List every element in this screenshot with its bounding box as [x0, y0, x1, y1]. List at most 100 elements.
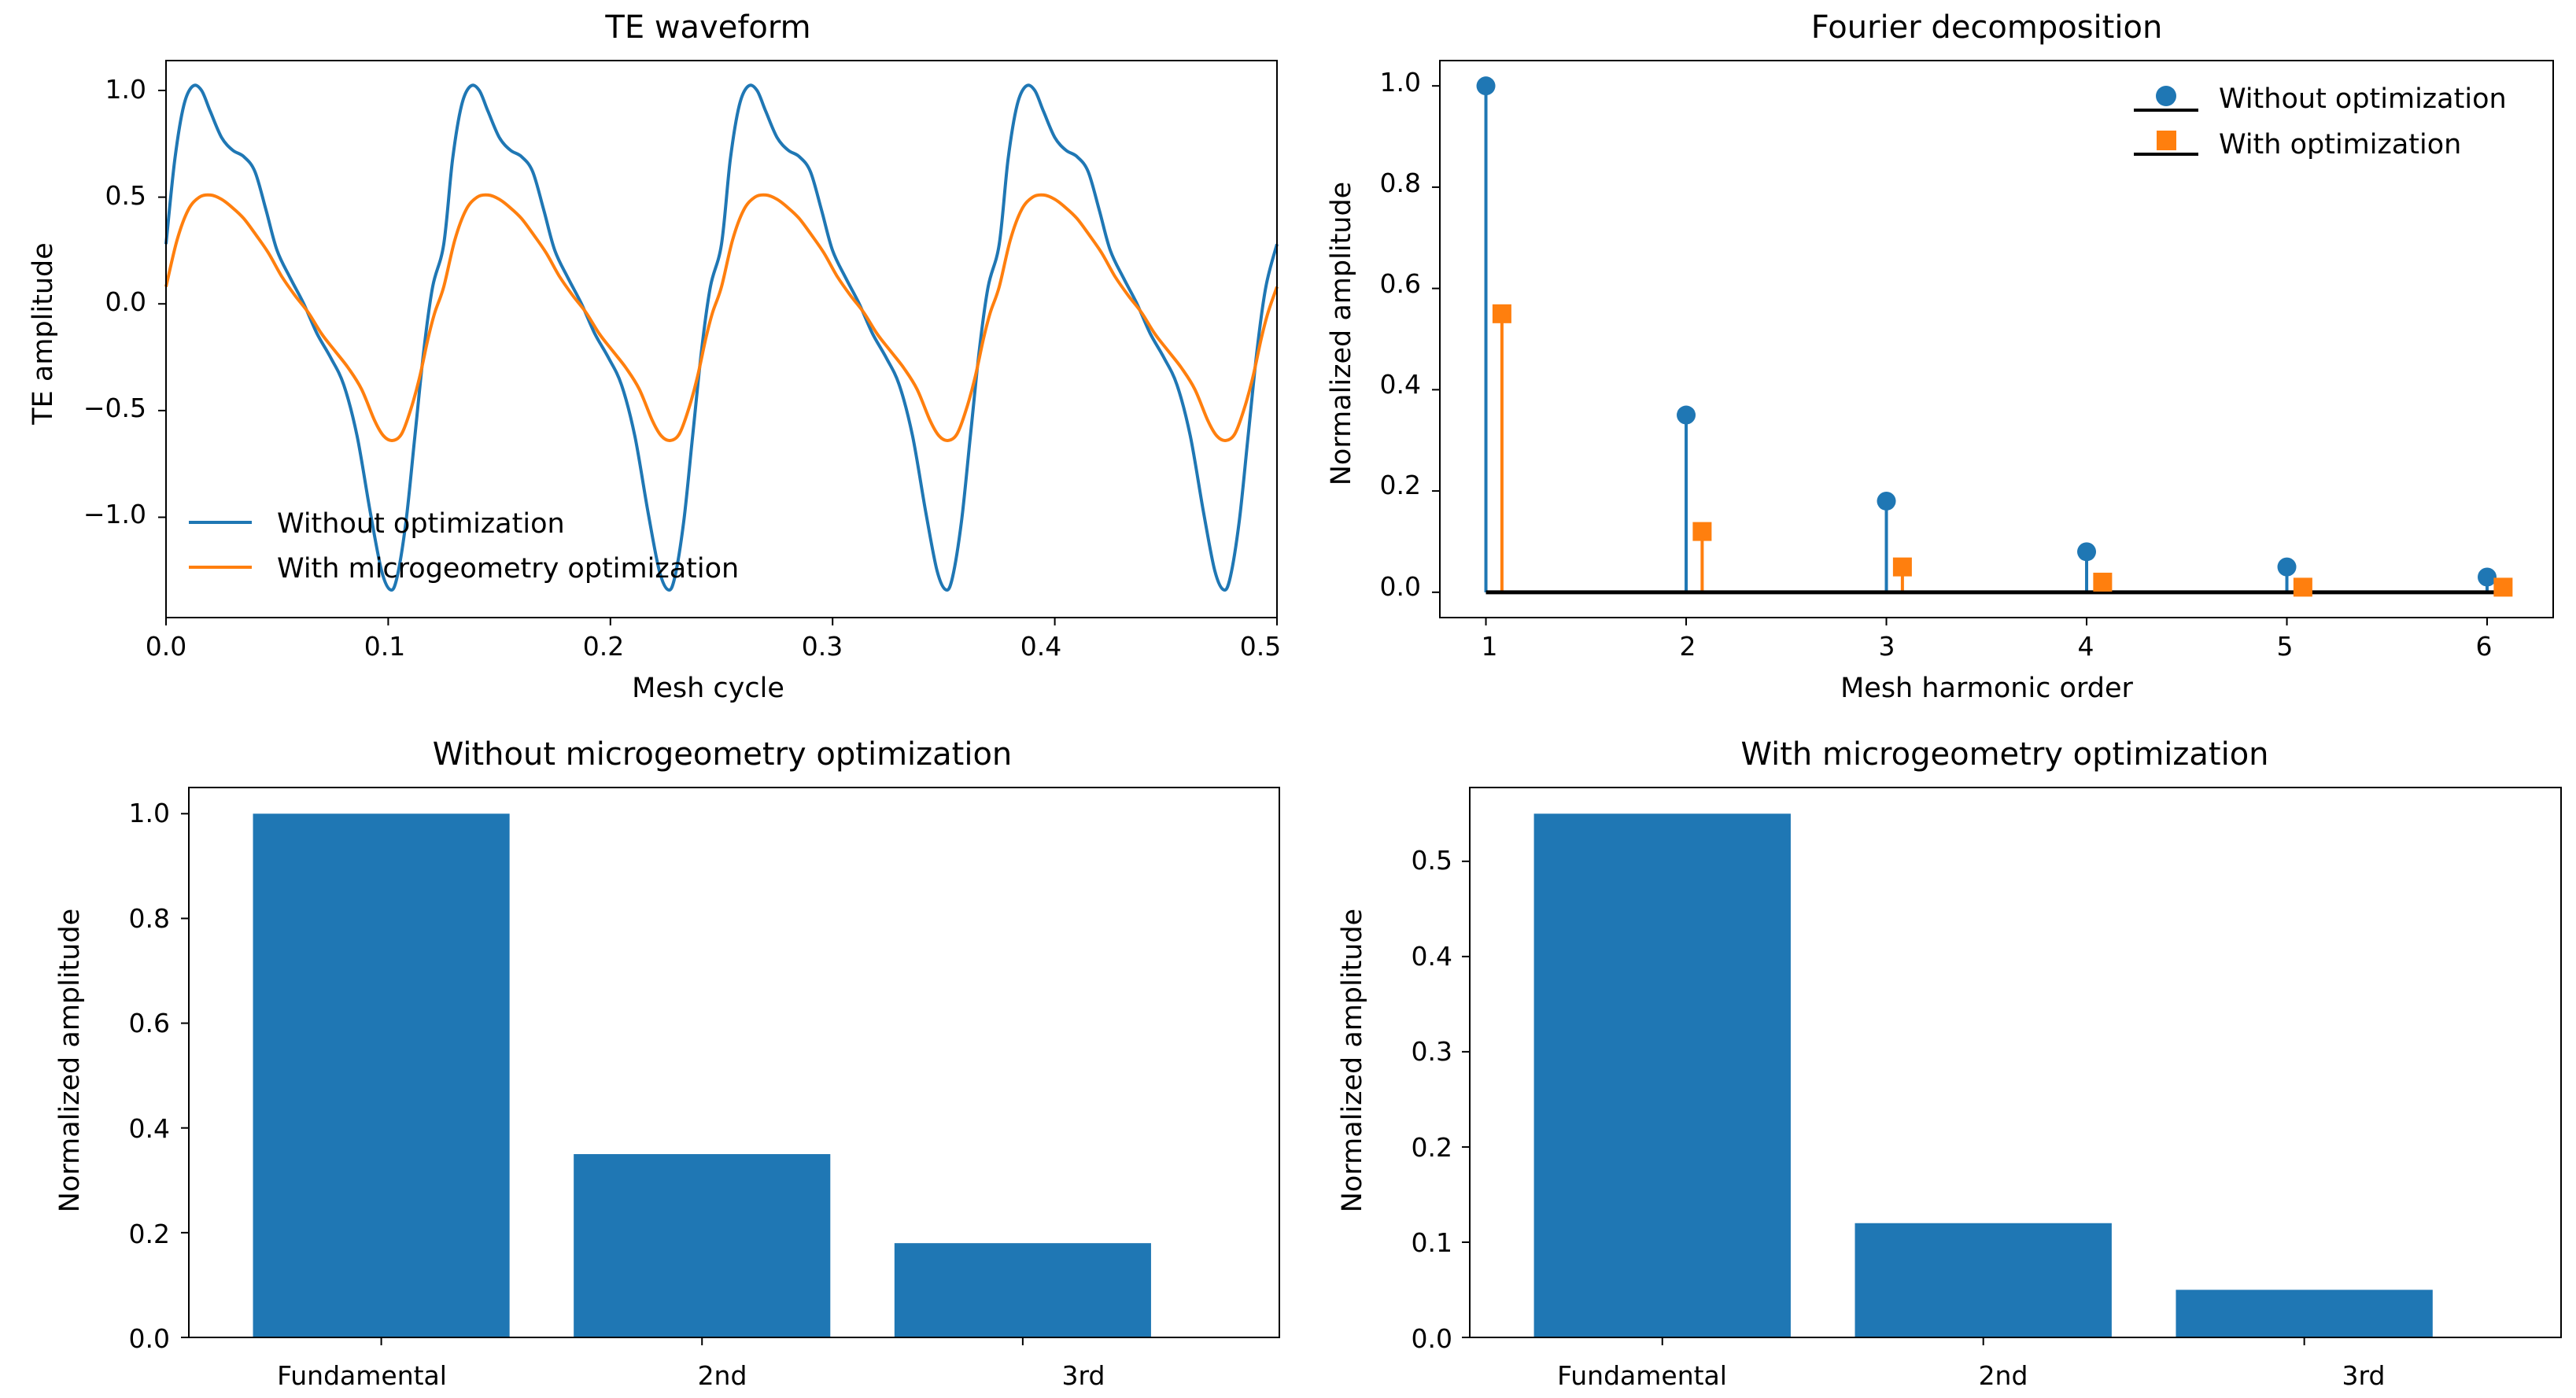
panel-fourier-decomposition: Fourier decomposition Mesh harmonic orde…: [1326, 9, 2554, 704]
fourier-plot-area: [1432, 60, 2554, 625]
fourier-legend: Without optimization With optimization: [2134, 83, 2507, 160]
bars-with-xticks: Fundamental 2nd 3rd: [1557, 1360, 2385, 1391]
bars-without-ylabel: Normalized amplitude: [54, 909, 86, 1212]
te-waveform-yticks: −1.0 −0.5 0.0 0.5 1.0: [83, 74, 146, 529]
marker-without-optimization: [1877, 491, 1896, 511]
fourier-yticks: 0.0 0.2 0.4 0.6 0.8 1.0: [1380, 67, 1421, 602]
bars-without-ytick: 0.8: [129, 903, 170, 934]
te-waveform-plot-area: [158, 60, 1279, 625]
fourier-xticks: 1 2 3 4 5 6: [1482, 631, 2493, 662]
te-ytick: −1.0: [83, 499, 146, 529]
bars-without-ytick: 1.0: [129, 798, 170, 828]
te-ytick: 0.0: [105, 286, 146, 317]
bars-without-bar-2: [574, 1154, 831, 1337]
fourier-xtick: 5: [2277, 631, 2294, 662]
bars-with-xtick: 3rd: [2342, 1360, 2386, 1391]
bars-with-bar-1: [1533, 813, 1791, 1337]
legend-marker-with-optimization: [2157, 131, 2176, 150]
bars-without-ytick: 0.0: [129, 1323, 170, 1354]
bars-with-bar-3: [2176, 1289, 2433, 1337]
marker-with-optimization: [2493, 577, 2513, 597]
marker-with-optimization: [2293, 577, 2312, 597]
te-ytick: −0.5: [83, 393, 146, 423]
fourier-ylabel: Normalized amplitude: [1326, 182, 1357, 485]
te-waveform-axes-frame: [165, 60, 1278, 618]
bars-without-bar-1: [253, 813, 510, 1337]
fourier-xtick: 6: [2476, 631, 2493, 662]
bars-without-xtick: 3rd: [1062, 1360, 1105, 1391]
bars-with-bar-2: [1854, 1223, 2112, 1337]
marker-with-optimization: [2093, 572, 2113, 592]
bars-without-xtick: 2nd: [698, 1360, 747, 1391]
te-xtick: 0.3: [802, 631, 843, 662]
bars-with-ylabel: Normalized amplitude: [1337, 909, 1368, 1212]
bars-with-ytick: 0.0: [1412, 1323, 1452, 1354]
bars-with-ytick: 0.4: [1412, 941, 1452, 972]
fourier-xtick: 3: [1879, 631, 1895, 662]
fourier-xlabel: Mesh harmonic order: [1840, 673, 2133, 704]
bars-with-ytick: 0.5: [1412, 845, 1452, 876]
legend-marker-without-optimization: [2156, 86, 2176, 106]
marker-without-optimization: [1476, 76, 1496, 96]
fourier-ytick: 0.0: [1380, 571, 1421, 602]
bars-with-plot-area: [1462, 787, 2562, 1345]
marker-without-optimization: [1677, 405, 1696, 425]
fourier-ytick: 1.0: [1380, 67, 1421, 98]
panel-without-optimization-bars: Without microgeometry optimization Norma…: [54, 736, 1280, 1391]
te-ytick: 1.0: [105, 74, 146, 105]
te-waveform-xticks: 0.0 0.1 0.2 0.3 0.4 0.5: [146, 631, 1281, 662]
legend-label-without-optimization: Without optimization: [277, 508, 565, 540]
bars-without-title: Without microgeometry optimization: [433, 736, 1013, 773]
fourier-xtick: 2: [1680, 631, 1696, 662]
fourier-ytick: 0.2: [1380, 470, 1421, 500]
te-waveform-xlabel: Mesh cycle: [632, 673, 784, 704]
te-xtick: 0.2: [583, 631, 624, 662]
bars-without-xtick: Fundamental: [277, 1360, 447, 1391]
marker-without-optimization: [2077, 542, 2097, 562]
te-xtick: 0.0: [146, 631, 186, 662]
te-waveform-title: TE waveform: [604, 9, 810, 46]
panel-te-waveform: TE waveform Mesh cycle TE amplitude 0.0 …: [28, 9, 1281, 704]
bars-without-bar-3: [894, 1243, 1151, 1337]
te-xtick: 0.4: [1020, 631, 1061, 662]
bars-without-ytick: 0.4: [129, 1113, 170, 1144]
bars-without-ytick: 0.2: [129, 1219, 170, 1249]
bars-with-axes-frame: [1469, 787, 2562, 1338]
bars-with-xtick: 2nd: [1979, 1360, 2028, 1391]
marker-with-optimization: [1892, 557, 1912, 577]
fourier-title: Fourier decomposition: [1811, 9, 2163, 46]
bars-without-plot-area: [181, 787, 1280, 1345]
bars-with-ytick: 0.1: [1412, 1227, 1452, 1258]
bars-with-title: With microgeometry optimization: [1740, 736, 2268, 773]
fourier-axes-frame: [1439, 60, 2554, 618]
marker-without-optimization: [2277, 557, 2297, 577]
bars-without-axes-frame: [188, 787, 1280, 1338]
marker-without-optimization: [2478, 567, 2497, 587]
marker-with-optimization: [1692, 522, 1712, 541]
te-line-without-optimization: [164, 83, 1279, 592]
te-xtick: 0.1: [364, 631, 405, 662]
legend-label-with-optimization: With optimization: [2219, 129, 2461, 160]
fourier-ytick: 0.4: [1380, 369, 1421, 400]
bars-without-yticks: 0.0 0.2 0.4 0.6 0.8 1.0: [129, 798, 170, 1354]
marker-with-optimization: [1492, 304, 1511, 323]
bars-without-xticks: Fundamental 2nd 3rd: [277, 1360, 1105, 1391]
bars-with-yticks: 0.0 0.1 0.2 0.3 0.4 0.5: [1412, 845, 1452, 1354]
bars-with-xtick: Fundamental: [1557, 1360, 1727, 1391]
legend-label-with-microgeometry-optimization: With microgeometry optimization: [277, 553, 739, 585]
te-xtick: 0.5: [1240, 631, 1281, 662]
fourier-ytick: 0.6: [1380, 268, 1421, 299]
bars-with-ytick: 0.2: [1412, 1132, 1452, 1163]
te-waveform-legend: Without optimization With microgeometry …: [189, 508, 739, 585]
bars-without-ytick: 0.6: [129, 1008, 170, 1038]
bars-with-ytick: 0.3: [1412, 1036, 1452, 1067]
legend-label-without-optimization: Without optimization: [2219, 83, 2507, 115]
panel-with-optimization-bars: With microgeometry optimization Normaliz…: [1337, 736, 2562, 1391]
te-waveform-ylabel: TE amplitude: [28, 242, 59, 425]
fourier-xtick: 1: [1482, 631, 1498, 662]
fourier-ytick: 0.8: [1380, 168, 1421, 198]
fourier-xtick: 4: [2078, 631, 2094, 662]
te-ytick: 0.5: [105, 180, 146, 211]
te-line-with-microgeometry-optimization: [164, 193, 1279, 442]
